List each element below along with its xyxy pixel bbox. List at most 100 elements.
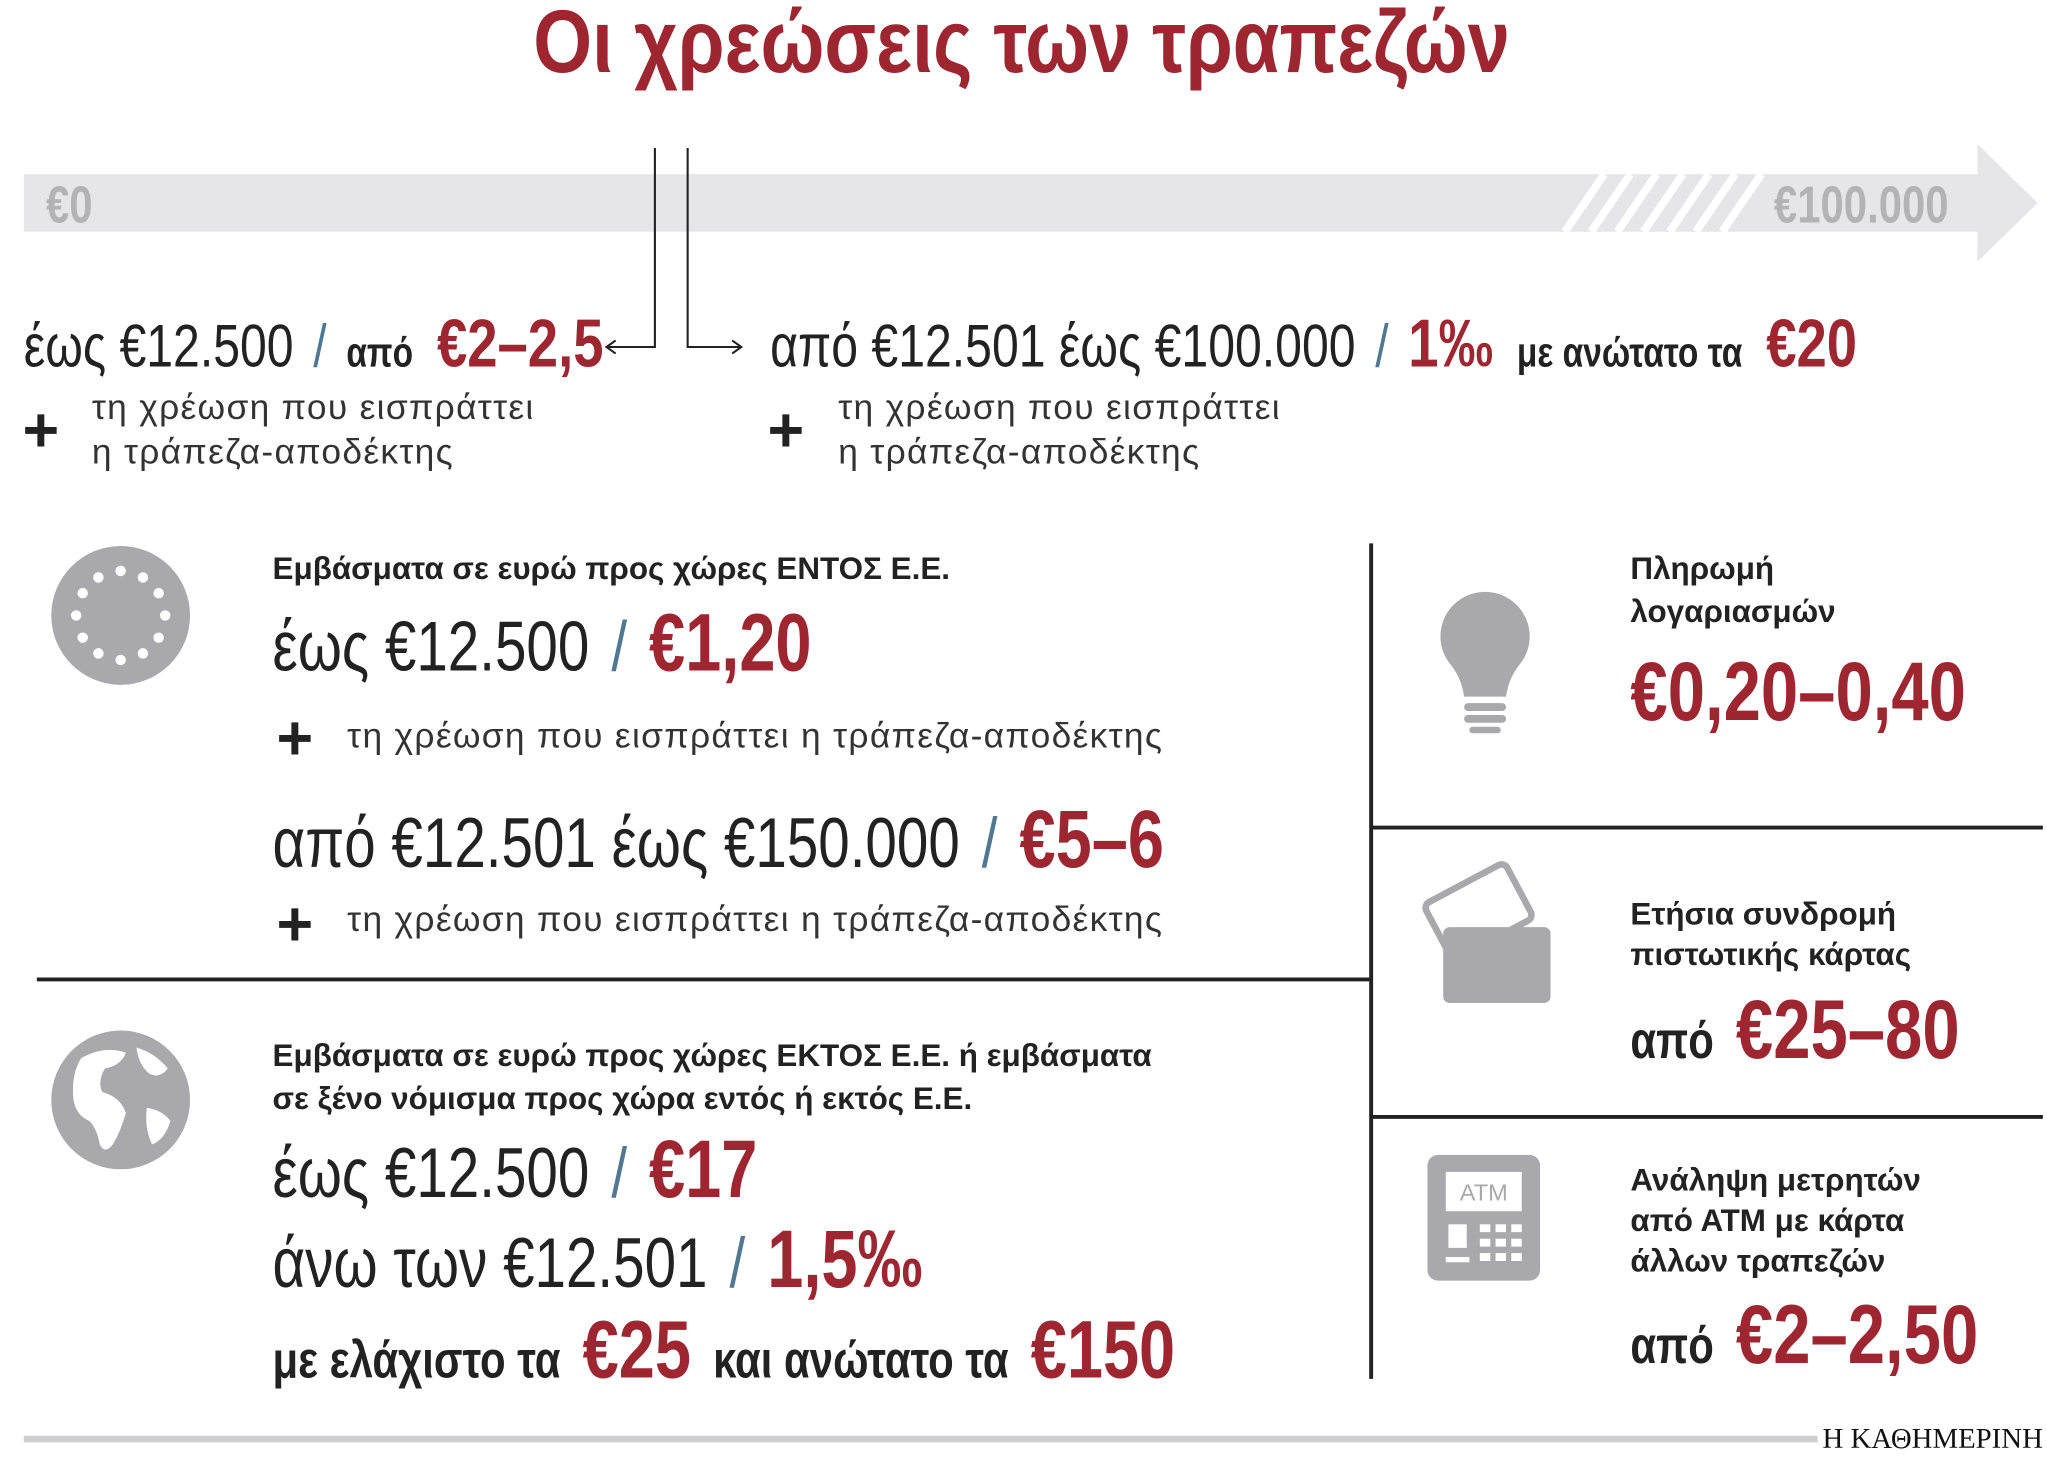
- tier: από €12.501 έως €100.000 / 1‰ με ανώτατο…: [768, 306, 1858, 472]
- arrow-right: [686, 147, 742, 349]
- key: [1479, 1224, 1491, 1233]
- eu-icon: [51, 546, 191, 685]
- arrow-head: [1977, 144, 2038, 262]
- key: [1511, 1224, 1522, 1233]
- slash: /: [1375, 313, 1389, 380]
- split-arrows: [604, 147, 744, 355]
- key: [1479, 1253, 1491, 1261]
- circle: [51, 546, 191, 685]
- max-label: με ανώτατο τα: [1517, 330, 1742, 376]
- slot: [1445, 1257, 1470, 1263]
- label: πιστωτικής κάρτας: [1630, 937, 1911, 972]
- slash: /: [982, 803, 998, 883]
- row: έως €12.500 / €1,20: [273, 596, 812, 688]
- slash: /: [611, 606, 627, 686]
- range: έως €12.500: [273, 606, 590, 686]
- note: η τράπεζα-αποδέκτης: [838, 433, 1200, 472]
- bulb: [1440, 591, 1530, 697]
- atm-screen: [1445, 1171, 1522, 1212]
- slash: /: [730, 1223, 746, 1303]
- base: [1464, 714, 1507, 723]
- star: [153, 632, 164, 643]
- scale-start: €0: [46, 176, 93, 235]
- range: έως €12.500: [24, 313, 294, 380]
- base: [1464, 703, 1507, 712]
- fee: €2–2,50: [1736, 1288, 1978, 1382]
- arrow-tip: [604, 339, 617, 355]
- prefix: από: [1630, 1317, 1713, 1376]
- heading: σε ξένο νόμισμα προς χώρα εντός ή εκτός …: [273, 1081, 973, 1116]
- eu-section: Εμβάσματα σε ευρώ προς χώρες ΕΝΤΟΣ Ε.Ε. …: [273, 551, 1164, 960]
- tier-line: από €12.501 έως €100.000 / 1‰ με ανώτατο…: [770, 306, 1857, 382]
- fee: €17: [649, 1123, 757, 1215]
- dividers: [36, 543, 2043, 1379]
- hatch-line: [1718, 171, 1765, 234]
- scale-bar: €0 €100.000: [23, 144, 2038, 355]
- fee: 1,5‰: [767, 1213, 922, 1305]
- key: [1495, 1253, 1507, 1261]
- fee: 1‰: [1408, 306, 1493, 382]
- key: [1495, 1224, 1507, 1233]
- fee-line: από €2–2,50: [1630, 1288, 1978, 1382]
- keypad: [1445, 1224, 1522, 1263]
- globe-icon: [51, 1030, 191, 1170]
- min: €25: [583, 1304, 691, 1396]
- hatch-line: [1666, 171, 1713, 234]
- star: [77, 587, 88, 599]
- scale-end: €100.000: [1774, 176, 1949, 235]
- hatch-line: [1587, 171, 1634, 234]
- note: τη χρέωση που εισπράττει: [92, 388, 535, 427]
- note: τη χρέωση που εισπράττει η τράπεζα-αποδέ…: [347, 717, 1163, 756]
- source: Η ΚΑΘΗΜΕΡΙΝΗ: [1822, 1423, 2042, 1455]
- limits: με ελάχιστο τα €25 και ανώτατο τα €150: [273, 1304, 1176, 1396]
- key: [1495, 1238, 1507, 1247]
- row: από €12.501 έως €150.000 / €5–6: [273, 793, 1164, 885]
- stars: [70, 565, 171, 666]
- card-front: [1443, 927, 1551, 1004]
- slash: /: [313, 313, 327, 380]
- range: από €12.501 έως €150.000: [273, 803, 960, 883]
- plus: +: [276, 889, 313, 959]
- note: τη χρέωση που εισπράττει: [838, 388, 1281, 427]
- arrow-tip: [731, 339, 744, 355]
- heading: Εμβάσματα σε ευρώ προς χώρες ΕΚΤΟΣ Ε.Ε. …: [273, 1038, 1152, 1073]
- note: η τράπεζα-αποδέκτης: [92, 433, 454, 472]
- bulb-icon: [1440, 591, 1530, 734]
- max-label: και ανώτατο τα: [713, 1331, 1009, 1390]
- star: [70, 610, 82, 621]
- star: [153, 587, 164, 599]
- base: [1469, 726, 1501, 734]
- continents: [72, 1047, 171, 1150]
- star: [77, 632, 88, 643]
- star: [93, 648, 104, 659]
- star: [115, 565, 126, 577]
- label: Πληρωμή: [1630, 551, 1774, 586]
- label: Ανάληψη μετρητών: [1630, 1162, 1920, 1197]
- atm-label: ATM: [1460, 1180, 1508, 1206]
- key: [1511, 1253, 1522, 1261]
- note: τη χρέωση που εισπράττει η τράπεζα-αποδέ…: [347, 900, 1163, 939]
- prefix: από: [346, 330, 413, 376]
- hatch-line: [1561, 171, 1608, 234]
- range: έως €12.500: [273, 1133, 590, 1213]
- fee-line: από €25–80: [1630, 983, 1959, 1077]
- max: €150: [1031, 1304, 1175, 1396]
- hatch-line: [1692, 171, 1739, 234]
- slot: [1448, 1224, 1467, 1248]
- star: [115, 654, 126, 666]
- slash: /: [611, 1133, 627, 1213]
- hatch-line: [1614, 171, 1660, 234]
- label: από ΑΤΜ με κάρτα: [1630, 1203, 1904, 1238]
- fee: €0,20–0,40: [1630, 645, 1965, 739]
- atm-icon: ATM: [1427, 1154, 1541, 1281]
- fee: €5–6: [1020, 793, 1164, 885]
- fee: €1,20: [649, 596, 812, 688]
- hatch-line: [1640, 171, 1687, 234]
- key: [1479, 1238, 1491, 1247]
- label: λογαριασμών: [1630, 594, 1835, 629]
- star: [159, 610, 171, 621]
- heading: Εμβάσματα σε ευρώ προς χώρες ΕΝΤΟΣ Ε.Ε.: [273, 551, 950, 586]
